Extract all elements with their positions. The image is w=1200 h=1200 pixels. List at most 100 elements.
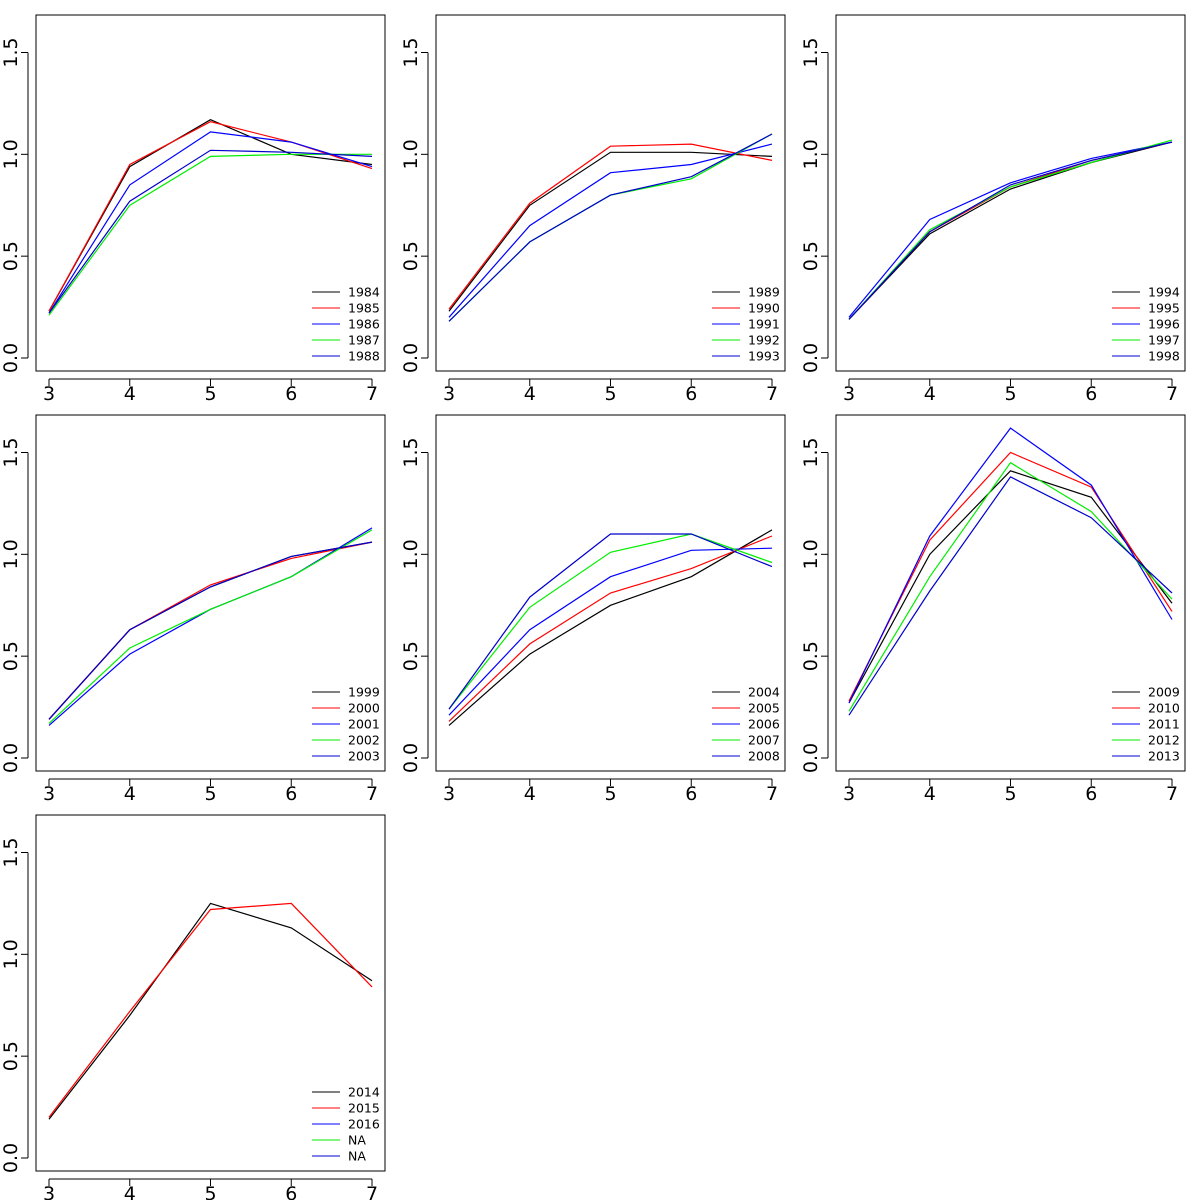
x-tick-label: 3: [843, 783, 855, 805]
plot-frame: [835, 414, 1186, 772]
series-line: [848, 476, 1173, 716]
legend-label: 1995: [1148, 301, 1180, 316]
y-tick-label: 1.0: [0, 939, 22, 969]
series-line: [848, 141, 1173, 320]
x-tick-label: 4: [124, 783, 136, 805]
legend-label: 2013: [1148, 749, 1180, 764]
x-tick-label: 3: [43, 783, 55, 805]
series-line: [48, 529, 373, 724]
series-line: [48, 902, 373, 1118]
series-line: [48, 541, 373, 720]
series-line: [48, 541, 373, 720]
legend-label: 2010: [1148, 701, 1180, 716]
y-tick-label: 1.0: [400, 539, 422, 569]
legend-label: 2001: [348, 717, 380, 732]
series-line: [48, 902, 373, 1120]
y-tick-label: 0.0: [800, 743, 822, 773]
legend-label: 2004: [748, 685, 780, 700]
legend-label: 2011: [1148, 717, 1180, 732]
x-tick-label: 6: [285, 783, 297, 805]
series-line: [448, 547, 773, 716]
y-tick-label: 1.0: [400, 139, 422, 169]
x-tick-label: 5: [204, 783, 216, 805]
x-tick-label: 5: [1004, 783, 1016, 805]
series-line: [848, 141, 1173, 318]
y-tick-label: 1.5: [800, 37, 822, 67]
x-tick-label: 4: [524, 383, 536, 405]
series-line: [48, 119, 373, 312]
legend-label: 1996: [1148, 317, 1180, 332]
legend-label: 1986: [348, 317, 380, 332]
series-line: [448, 143, 773, 310]
legend-label: 1989: [748, 285, 780, 300]
y-tick-label: 0.0: [0, 1143, 22, 1173]
x-tick-label: 6: [285, 383, 297, 405]
legend-label: 2000: [348, 701, 380, 716]
legend-label: 2014: [348, 1085, 380, 1100]
y-tick-label: 0.0: [400, 743, 422, 773]
x-tick-label: 7: [366, 783, 378, 805]
y-tick-label: 1.5: [400, 437, 422, 467]
y-tick-label: 1.0: [0, 139, 22, 169]
x-tick-label: 5: [204, 1183, 216, 1200]
legend-label: 1993: [748, 349, 780, 364]
legend-label: 2015: [348, 1101, 380, 1116]
series-line: [848, 461, 1173, 712]
x-tick-label: 7: [766, 783, 778, 805]
legend-label: 2002: [348, 733, 380, 748]
plot-frame: [35, 814, 386, 1172]
plot-frame: [435, 14, 786, 372]
legend-label: 1992: [748, 333, 780, 348]
x-tick-label: 3: [43, 383, 55, 405]
legend-label: 2016: [348, 1117, 380, 1132]
y-tick-label: 1.5: [0, 437, 22, 467]
y-tick-label: 1.5: [0, 37, 22, 67]
legend-label: 2008: [748, 749, 780, 764]
series-line: [48, 541, 373, 720]
legend-label: 1988: [348, 349, 380, 364]
x-tick-label: 4: [124, 1183, 136, 1200]
series-line: [848, 141, 1173, 320]
series-line: [48, 149, 373, 314]
legend-label: 1990: [748, 301, 780, 316]
y-tick-label: 0.5: [800, 641, 822, 671]
x-tick-label: 6: [1085, 783, 1097, 805]
legend-label: 2007: [748, 733, 780, 748]
series-line: [448, 533, 773, 710]
series-line: [448, 533, 773, 710]
legend-label: 1991: [748, 317, 780, 332]
series-line: [448, 535, 773, 722]
x-tick-label: 3: [843, 383, 855, 405]
x-tick-label: 4: [124, 383, 136, 405]
y-tick-label: 0.5: [0, 641, 22, 671]
y-tick-label: 1.0: [800, 139, 822, 169]
x-tick-label: 4: [524, 783, 536, 805]
y-tick-label: 0.5: [0, 1041, 22, 1071]
x-tick-label: 7: [1166, 783, 1178, 805]
y-tick-label: 0.5: [400, 641, 422, 671]
x-tick-label: 4: [924, 383, 936, 405]
y-tick-label: 1.5: [800, 437, 822, 467]
series-line: [848, 427, 1173, 704]
legend-label: 2009: [1148, 685, 1180, 700]
y-tick-label: 0.0: [800, 343, 822, 373]
plot-frame: [835, 14, 1186, 372]
x-tick-label: 3: [443, 783, 455, 805]
legend-label: 1998: [1148, 349, 1180, 364]
x-tick-label: 3: [443, 383, 455, 405]
plot-frame: [35, 414, 386, 772]
legend-label: 2003: [348, 749, 380, 764]
y-tick-label: 1.5: [400, 37, 422, 67]
x-tick-label: 7: [366, 1183, 378, 1200]
legend-label: 2006: [748, 717, 780, 732]
x-tick-label: 5: [604, 783, 616, 805]
x-tick-label: 7: [766, 383, 778, 405]
legend-label: 1997: [1148, 333, 1180, 348]
y-tick-label: 1.5: [0, 837, 22, 867]
x-tick-label: 7: [366, 383, 378, 405]
